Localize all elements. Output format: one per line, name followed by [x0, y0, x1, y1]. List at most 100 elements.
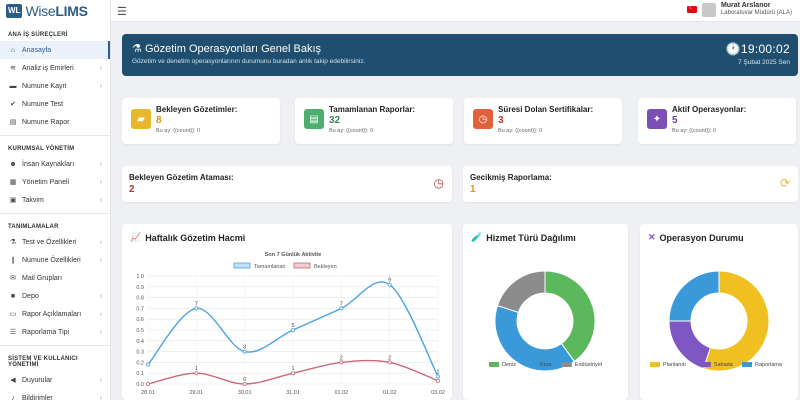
sidebar-divider	[0, 345, 110, 346]
worker-icon: ✦	[647, 109, 667, 129]
data-label: 7	[195, 301, 198, 307]
app-logo[interactable]: WL WiseLIMS	[0, 0, 110, 22]
user-role: Laboratuvar Müdürü (ALA)	[720, 10, 792, 16]
legend-label: Deniz	[502, 362, 516, 368]
data-label: 1	[195, 366, 198, 372]
delayed-report-value: 1	[470, 184, 476, 195]
service-donut-chart: Deniz Kara Endüstriyel	[489, 270, 602, 372]
menu-toggle-icon[interactable]: ☰	[117, 6, 127, 18]
data-point[interactable]	[387, 360, 392, 365]
data-label: 2	[388, 355, 391, 361]
sidebar-item[interactable]: ✉ Mail Grupları	[0, 269, 110, 287]
stat-card[interactable]: ▰ Bekleyen Gözetimler: 8 Bu ay: {{count}…	[122, 98, 280, 144]
flask-icon: ⚗	[132, 43, 142, 55]
data-point[interactable]	[145, 381, 150, 386]
chevron-right-icon: ›	[99, 376, 102, 384]
pie-slice[interactable]	[544, 270, 596, 363]
stat-value: 8	[156, 115, 162, 126]
data-point[interactable]	[290, 371, 295, 376]
sidebar-item-label: Analiz iş Emirleri	[22, 64, 74, 72]
legend-swatch	[293, 262, 311, 269]
operation-donut-chart: Planlandı Sahada Raporlama	[650, 270, 783, 372]
pie-slice[interactable]	[494, 304, 576, 372]
tube-icon: ❙	[10, 257, 16, 264]
pie-slice[interactable]	[496, 270, 546, 313]
banner-title: ⚗ Gözetim Operasyonları Genel Bakış	[132, 42, 321, 55]
data-point[interactable]	[242, 381, 247, 386]
data-point[interactable]	[290, 328, 295, 333]
stat-title: Süresi Dolan Sertifikalar:	[498, 105, 594, 114]
sidebar-item[interactable]: ☻ İnsan Kaynakları ›	[0, 155, 110, 173]
language-flag-icon[interactable]	[686, 5, 697, 13]
avatar[interactable]	[701, 2, 716, 17]
data-point[interactable]	[339, 306, 344, 311]
data-point[interactable]	[435, 374, 440, 379]
sidebar-item[interactable]: ✔ Numune Test	[0, 95, 110, 113]
legend-label: Endüstriyel	[575, 362, 602, 368]
data-point[interactable]	[387, 282, 392, 287]
stat-value: 5	[672, 115, 678, 126]
data-label: 1	[291, 366, 294, 372]
sidebar-item[interactable]: ▭ Rapor Açıklamaları ›	[0, 305, 110, 323]
data-point[interactable]	[194, 306, 199, 311]
sidebar-item[interactable]: ♪ Bildirimler ›	[0, 389, 110, 400]
legend-swatch	[527, 362, 537, 367]
y-tick-label: 0.9	[136, 285, 144, 291]
stat-subtext: Bu ay: {{count}}: 0	[672, 128, 717, 134]
user-name: Murat Arslanor	[720, 2, 771, 9]
user-menu[interactable]: Murat Arslanor Laboratuvar Müdürü (ALA)	[686, 2, 792, 17]
sidebar-item-label: İnsan Kaynakları	[22, 160, 75, 168]
pie-slice[interactable]	[702, 270, 770, 372]
legend-swatch	[742, 362, 752, 367]
calendar-icon: ▣	[9, 197, 17, 204]
data-label: 3	[243, 345, 246, 351]
stat-card[interactable]: ✦ Aktif Operasyonlar: 5 Bu ay: {{count}}…	[638, 98, 796, 144]
chart-line-icon: 📈	[130, 232, 142, 242]
flask-icon: 🧪	[471, 232, 483, 242]
stat-title: Aktif Operasyonlar:	[672, 105, 747, 114]
sidebar-item[interactable]: ▦ Yönetim Paneli ›	[0, 173, 110, 191]
sidebar-item[interactable]: ≋ Analiz iş Emirleri ›	[0, 59, 110, 77]
clock-icon: ◷	[473, 109, 493, 129]
sidebar-item[interactable]: ⚗ Test ve Özellikleri ›	[0, 233, 110, 251]
sidebar-item-label: Numune Rapor	[22, 118, 70, 126]
clock-icon: 🕐	[725, 42, 741, 56]
weekly-volume-card: 📈 Haftalık Gözetim Hacmi Son 7 Günlük Akt…	[122, 224, 452, 400]
data-point[interactable]	[339, 360, 344, 365]
operation-status-title-text: Operasyon Durumu	[659, 232, 744, 243]
service-distribution-card: 🧪 Hizmet Türü Dağılımı Deniz Kara Endüstriy…	[463, 224, 628, 400]
folder-icon: ▰	[131, 109, 151, 129]
sidebar-item[interactable]: ■ Depo ›	[0, 287, 110, 305]
legend-label: Raporlama	[755, 362, 783, 368]
logo-badge: WL	[6, 4, 23, 18]
sidebar-item-label: Mail Grupları	[22, 274, 63, 282]
y-tick-label: 0.4	[136, 339, 144, 345]
stat-card[interactable]: ◷ Süresi Dolan Sertifikalar: 3 Bu ay: {{…	[464, 98, 622, 144]
sidebar-item-label: Duyurular	[22, 376, 53, 384]
logo-text: WiseLIMS	[25, 3, 87, 19]
sidebar-item[interactable]: ▤ Numune Rapor	[0, 113, 110, 131]
data-label: 5	[291, 323, 294, 329]
sidebar-item[interactable]: ❙ Numune Özellikleri ›	[0, 251, 110, 269]
sidebar-item[interactable]: ◀ Duyurular ›	[0, 371, 110, 389]
sidebar-item[interactable]: ⌂ Anasayfa	[0, 41, 110, 59]
data-point[interactable]	[194, 371, 199, 376]
banner-time: 19:00:02	[740, 42, 790, 56]
legend-swatch	[700, 362, 711, 367]
sidebar-item[interactable]: ▣ Takvim ›	[0, 191, 110, 209]
data-point[interactable]	[435, 378, 440, 383]
pie-slice[interactable]	[668, 270, 720, 322]
sidebar-item[interactable]: ▬ Numune Kayıt ›	[0, 77, 110, 95]
sidebar-divider	[0, 135, 110, 136]
delayed-report-card[interactable]: Gecikmiş Raporlama: 1 ⟳	[463, 166, 798, 202]
data-point[interactable]	[242, 349, 247, 354]
banner-subtitle: Gözetim ve denetim operasyonlarının duru…	[132, 58, 366, 65]
stat-card[interactable]: ▤ Tamamlanan Raporlar: 32 Bu ay: {{count…	[295, 98, 453, 144]
pending-assignment-card[interactable]: Bekleyen Gözetim Ataması: 2 ◷	[122, 166, 452, 202]
chevron-right-icon: ›	[99, 196, 102, 204]
data-point[interactable]	[145, 362, 150, 367]
bell-icon: ♪	[11, 394, 15, 400]
data-label: 9	[388, 278, 391, 284]
sidebar-item[interactable]: ☰ Raporlama Tipi ›	[0, 323, 110, 341]
legend-label: Sahada	[714, 362, 734, 368]
